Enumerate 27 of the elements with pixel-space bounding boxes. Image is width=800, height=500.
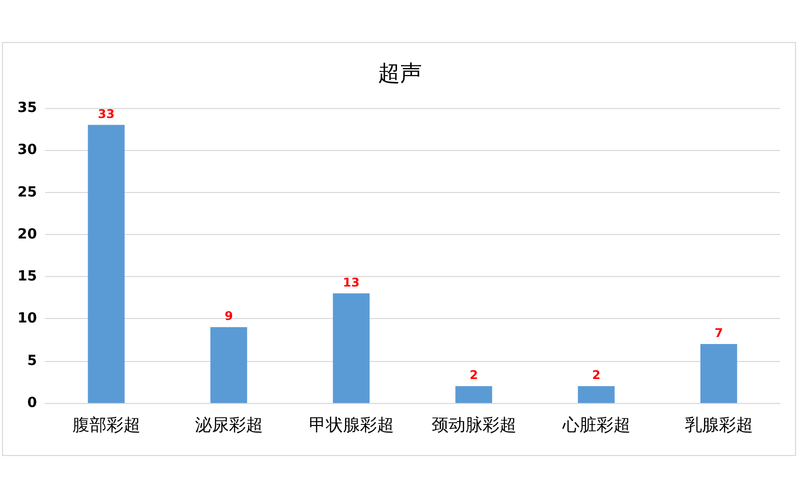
x-tick-label: 甲状腺彩超 xyxy=(308,416,394,436)
y-tick-label: 5 xyxy=(27,352,37,369)
x-tick-label: 心脏彩超 xyxy=(561,416,630,436)
data-label: 33 xyxy=(98,106,115,121)
y-tick-label: 10 xyxy=(18,310,38,327)
y-tick-label: 25 xyxy=(18,184,37,200)
chart-title: 超声 xyxy=(378,62,422,86)
data-label: 2 xyxy=(592,368,600,382)
data-label: 7 xyxy=(714,326,723,340)
x-tick-label: 颈动脉彩超 xyxy=(431,416,516,436)
bar xyxy=(455,386,492,403)
x-tick-label: 泌尿彩超 xyxy=(194,416,263,436)
bar xyxy=(332,293,370,403)
y-tick-label: 15 xyxy=(18,268,37,285)
x-tick-label: 乳腺彩超 xyxy=(684,416,753,436)
data-label: 2 xyxy=(470,368,478,382)
data-label: 9 xyxy=(224,309,233,324)
y-tick-label: 35 xyxy=(18,100,37,116)
bar xyxy=(210,327,248,403)
x-tick-label: 腹部彩超 xyxy=(72,416,140,436)
bar xyxy=(578,386,615,403)
bar xyxy=(88,124,125,403)
y-tick-label: 20 xyxy=(18,226,38,242)
y-tick-label: 0 xyxy=(27,395,38,411)
data-label: 13 xyxy=(342,275,360,290)
y-tick-label: 30 xyxy=(18,142,38,158)
bar xyxy=(700,344,738,403)
